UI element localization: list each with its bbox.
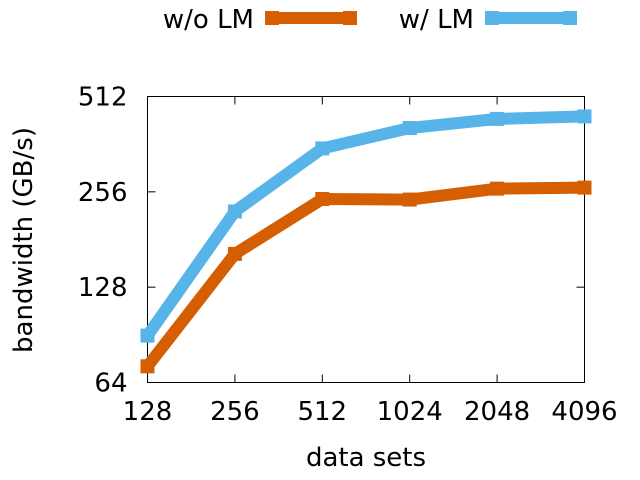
data-point [227,204,242,219]
x-tick-label: 4096 [551,397,617,427]
x-tick-label: 1024 [377,397,443,427]
data-point [140,328,155,343]
data-point [577,180,592,195]
series-line-0 [142,181,585,370]
plot-frame [147,96,585,383]
legend-marker [265,11,279,25]
data-point [227,246,242,261]
y-axis: 64 128 256 512 [78,83,585,399]
data-point [490,111,505,126]
data-point [140,359,155,374]
x-axis: 128 256 512 1024 2048 4096 [123,96,618,427]
x-tick-label: 128 [123,397,173,427]
series-line-1 [142,110,585,340]
legend-marker [485,11,499,25]
data-point [577,109,592,124]
data-point [402,192,417,207]
data-point [315,141,330,156]
y-tick-label: 256 [78,178,128,208]
data-point [490,181,505,196]
legend-marker [563,11,577,25]
legend-label: w/ LM [399,5,474,35]
y-axis-label: bandwidth (GB/s) [9,127,39,353]
x-axis-label: data sets [306,443,426,473]
legend-marker [343,11,357,25]
y-tick-label: 512 [78,83,128,113]
x-tick-label: 256 [210,397,260,427]
y-tick-label: 128 [78,273,128,303]
legend-label: w/o LM [163,5,254,35]
data-point [402,121,417,136]
legend: w/o LM w/ LM [163,5,577,35]
y-tick-label: 64 [94,369,127,399]
series-group [140,109,592,374]
data-point [315,192,330,207]
x-tick-label: 2048 [464,397,530,427]
x-tick-label: 512 [297,397,347,427]
